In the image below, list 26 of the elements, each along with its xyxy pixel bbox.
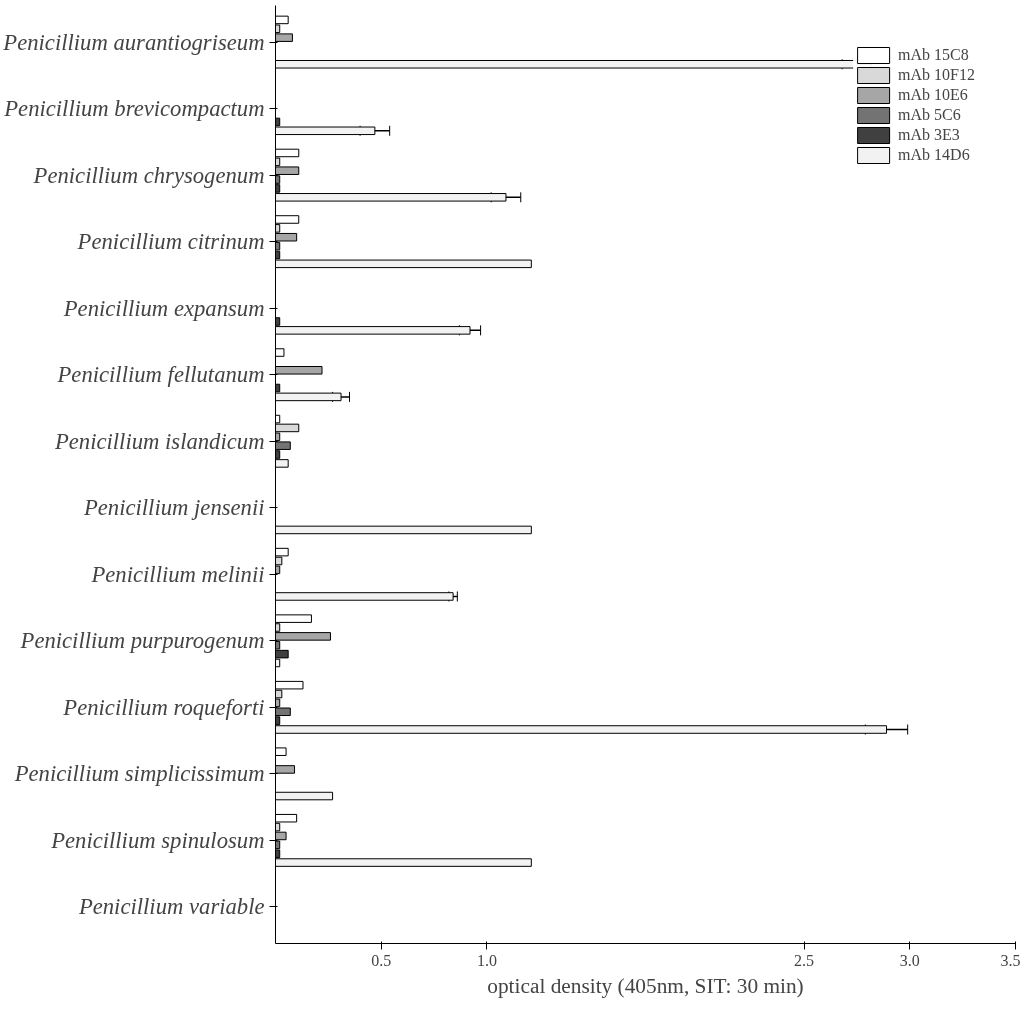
y-tick-label: Penicillium citrinum xyxy=(76,229,265,255)
x-tick-label: 2.5 xyxy=(794,951,815,969)
legend-label: mAb 15C8 xyxy=(898,46,969,64)
legend-label: mAb 5C6 xyxy=(898,106,961,124)
y-tick-label: Penicillium fellutanum xyxy=(56,362,265,388)
y-tick-label: Penicillium spinulosum xyxy=(50,827,265,853)
y-tick-label: Penicillium melinii xyxy=(90,561,265,587)
x-tick-label: 3.5 xyxy=(1000,951,1021,969)
y-tick-label: Penicillium islandicum xyxy=(53,428,265,454)
y-tick-label: Penicillium brevicompactum xyxy=(3,96,265,122)
x-tick-label: 1.0 xyxy=(476,951,497,969)
legend-label: mAb 10E6 xyxy=(898,86,968,104)
y-tick-label: Penicillium chrysogenum xyxy=(32,162,265,188)
y-tick-label: Penicillium expansum xyxy=(62,295,265,321)
y-tick-label: Penicillium jensenii xyxy=(82,495,265,521)
y-tick-label: Penicillium aurantiogriseum xyxy=(2,29,265,55)
legend-label: mAb 3E3 xyxy=(898,126,960,144)
legend-label: mAb 14D6 xyxy=(898,146,970,164)
y-tick-label: Penicillium simplicissimum xyxy=(13,761,265,787)
x-tick-label: 0.5 xyxy=(371,951,392,969)
x-axis-title: optical density (405nm, SIT: 30 min) xyxy=(487,973,804,998)
legend-label: mAb 10F12 xyxy=(898,66,975,84)
y-tick-label: Penicillium purpurogenum xyxy=(19,628,265,654)
y-tick-label: Penicillium variable xyxy=(77,894,265,920)
y-tick-label: Penicillium roqueforti xyxy=(62,694,265,720)
x-tick-label: 3.0 xyxy=(899,951,920,969)
